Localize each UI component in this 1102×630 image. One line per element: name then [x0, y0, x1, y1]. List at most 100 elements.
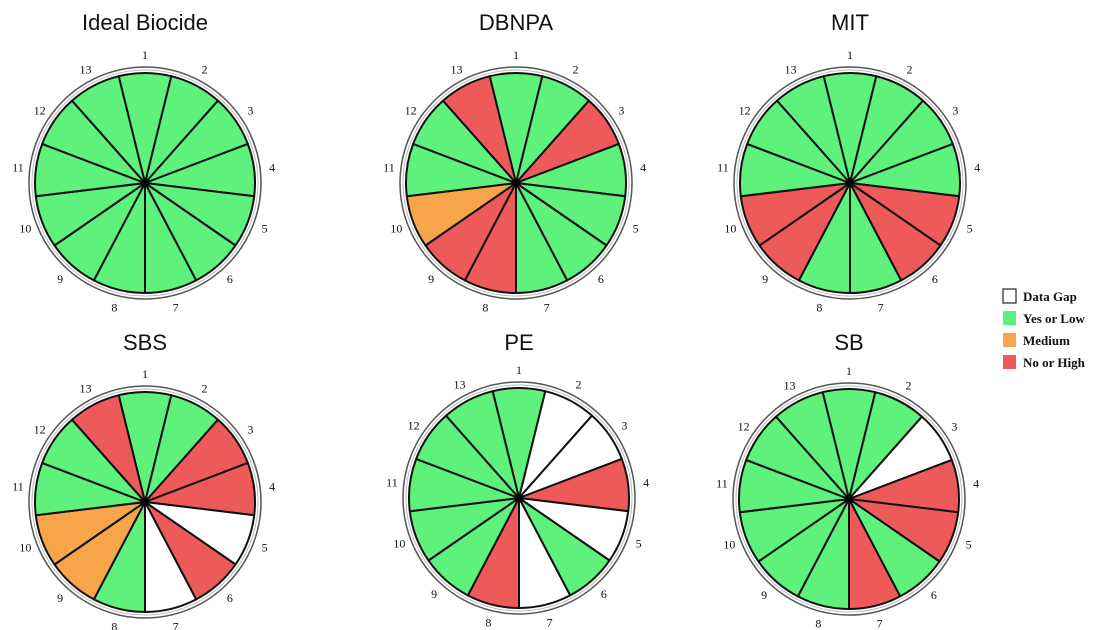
spoke-label: 8 — [816, 300, 822, 314]
spoke-label: 6 — [227, 272, 233, 286]
spoke-label: 10 — [724, 221, 736, 235]
spoke-label: 1 — [516, 363, 522, 377]
chart-title: DBNPA — [479, 10, 553, 35]
spoke-label: 12 — [34, 422, 46, 436]
spoke-label: 9 — [428, 272, 434, 286]
legend: Data Gap Yes or Low Medium No or High — [1002, 288, 1086, 370]
spoke-label: 1 — [513, 48, 519, 62]
outer-ring — [732, 382, 966, 616]
spoke-label: 9 — [761, 588, 767, 602]
spoke-label: 8 — [485, 615, 491, 629]
spoke-label: 8 — [111, 300, 117, 314]
inner-ring — [402, 69, 630, 297]
spoke-label: 6 — [932, 272, 938, 286]
spoke-label: 10 — [19, 540, 31, 554]
legend-swatch — [1003, 311, 1016, 325]
spoke-label: 4 — [974, 161, 980, 175]
legend-item-medium: Medium — [1003, 333, 1070, 348]
legend-swatch — [1003, 355, 1016, 369]
spoke-label: 5 — [633, 221, 639, 235]
spoke-label: 10 — [390, 221, 402, 235]
spoke-label: 3 — [247, 422, 253, 436]
spoke-label: 3 — [952, 103, 958, 117]
spoke-label: 1 — [847, 48, 853, 62]
spoke-label: 1 — [142, 48, 148, 62]
inner-ring — [736, 69, 964, 297]
spoke-label: 13 — [80, 382, 92, 396]
spoke-label: 9 — [431, 587, 437, 601]
spoke-label: 9 — [57, 272, 63, 286]
slice-13 — [776, 75, 851, 184]
spoke-label: 2 — [906, 63, 912, 77]
inner-ring — [405, 384, 633, 612]
spoke-label: 3 — [618, 103, 624, 117]
spoke-label: 11 — [386, 476, 398, 490]
spoke-label: 5 — [636, 536, 642, 550]
charts-grid: Ideal Biocide12345678910111213DBNPA12345… — [12, 10, 980, 630]
outer-ring — [402, 381, 636, 615]
chart-title: MIT — [831, 10, 869, 35]
legend-item-data-gap: Data Gap — [1002, 288, 1077, 304]
chart-title: SBS — [123, 330, 167, 355]
spoke-label: 7 — [173, 619, 179, 630]
spoke-label: 1 — [142, 367, 148, 381]
spoke-label: 4 — [269, 161, 275, 175]
spoke-label: 7 — [173, 300, 179, 314]
legend-swatch — [1002, 288, 1017, 304]
center-hub — [512, 179, 520, 187]
spoke-label: 11 — [383, 161, 395, 175]
spoke-label: 9 — [762, 272, 768, 286]
spoke-label: 4 — [973, 477, 979, 491]
slice-13 — [71, 75, 146, 184]
spoke-label: 12 — [738, 419, 750, 433]
spoke-label: 13 — [785, 63, 797, 77]
spoke-label: 9 — [57, 591, 63, 605]
spoke-label: 7 — [544, 300, 550, 314]
slice-13 — [442, 75, 517, 184]
spoke-label: 5 — [967, 221, 973, 235]
spoke-label: 3 — [247, 103, 253, 117]
spoke-label: 10 — [723, 537, 735, 551]
spoke-label: 7 — [877, 616, 883, 630]
spoke-label: 12 — [408, 418, 420, 432]
spoke-label: 13 — [454, 378, 466, 392]
spoke-label: 10 — [19, 221, 31, 235]
spoke-label: 2 — [905, 379, 911, 393]
spoke-label: 5 — [262, 540, 268, 554]
legend-item-yes-or-low: Yes or Low — [1003, 311, 1085, 326]
slice-13 — [775, 391, 850, 500]
spoke-label: 4 — [269, 480, 275, 494]
spoke-label: 8 — [482, 300, 488, 314]
inner-ring — [735, 385, 963, 613]
spoke-label: 1 — [846, 364, 852, 378]
center-hub — [846, 179, 854, 187]
spoke-label: 2 — [572, 63, 578, 77]
spoke-label: 10 — [393, 536, 405, 550]
spoke-label: 2 — [201, 63, 207, 77]
spoke-label: 11 — [12, 161, 24, 175]
spoke-label: 12 — [34, 103, 46, 117]
spoke-label: 6 — [601, 587, 607, 601]
legend-label: No or High — [1023, 355, 1086, 370]
legend-item-no-or-high: No or High — [1003, 355, 1086, 370]
chart-title: PE — [504, 330, 533, 355]
legend-label: Yes or Low — [1023, 311, 1085, 326]
spoke-label: 13 — [784, 379, 796, 393]
slice-13 — [445, 390, 520, 499]
spoke-label: 2 — [201, 382, 207, 396]
chart-title: Ideal Biocide — [82, 10, 208, 35]
spoke-label: 11 — [717, 161, 729, 175]
outer-ring — [733, 66, 967, 300]
spoke-label: 5 — [262, 221, 268, 235]
legend-label: Data Gap — [1023, 289, 1077, 304]
outer-ring — [28, 66, 262, 300]
spoke-label: 3 — [621, 418, 627, 432]
spoke-label: 12 — [739, 103, 751, 117]
outer-ring — [28, 385, 262, 619]
